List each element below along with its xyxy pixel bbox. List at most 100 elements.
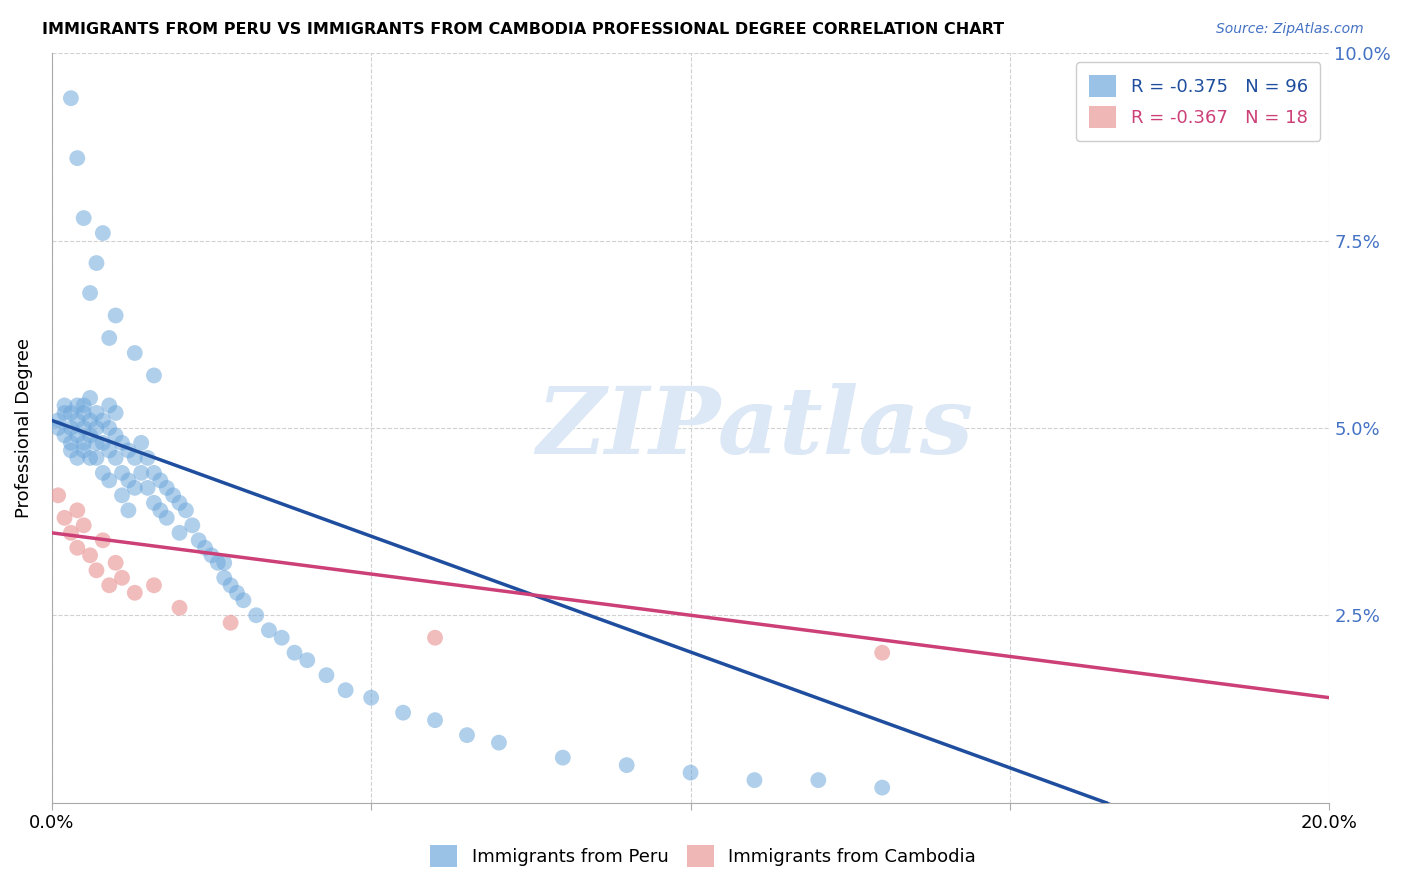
Point bbox=[270, 631, 292, 645]
Y-axis label: Professional Degree: Professional Degree bbox=[15, 338, 32, 518]
Point bbox=[174, 503, 197, 517]
Point bbox=[111, 466, 134, 480]
Point bbox=[124, 450, 146, 465]
Point bbox=[360, 690, 382, 705]
Point bbox=[66, 503, 89, 517]
Point bbox=[111, 488, 134, 502]
Point bbox=[149, 474, 172, 488]
Point bbox=[86, 436, 108, 450]
Point bbox=[156, 511, 179, 525]
Point bbox=[187, 533, 209, 548]
Point bbox=[111, 571, 134, 585]
Point bbox=[207, 556, 229, 570]
Point bbox=[245, 608, 267, 623]
Point bbox=[59, 443, 82, 458]
Point bbox=[86, 450, 108, 465]
Point bbox=[169, 525, 191, 540]
Point bbox=[66, 541, 89, 555]
Point bbox=[315, 668, 337, 682]
Point bbox=[212, 556, 235, 570]
Legend: Immigrants from Peru, Immigrants from Cambodia: Immigrants from Peru, Immigrants from Ca… bbox=[423, 838, 983, 874]
Point bbox=[98, 421, 121, 435]
Point bbox=[73, 406, 96, 420]
Point bbox=[870, 646, 893, 660]
Point bbox=[226, 586, 249, 600]
Point bbox=[117, 503, 139, 517]
Point bbox=[392, 706, 415, 720]
Point bbox=[98, 331, 121, 345]
Point bbox=[66, 450, 89, 465]
Point bbox=[104, 428, 127, 442]
Point bbox=[46, 488, 69, 502]
Point bbox=[283, 646, 305, 660]
Point bbox=[423, 631, 446, 645]
Point bbox=[79, 285, 101, 300]
Point bbox=[616, 758, 638, 772]
Point bbox=[73, 518, 96, 533]
Point bbox=[59, 525, 82, 540]
Point bbox=[53, 428, 76, 442]
Point bbox=[73, 443, 96, 458]
Point bbox=[124, 346, 146, 360]
Point bbox=[98, 578, 121, 592]
Point bbox=[194, 541, 217, 555]
Point bbox=[297, 653, 319, 667]
Point bbox=[59, 91, 82, 105]
Point bbox=[98, 399, 121, 413]
Point bbox=[46, 413, 69, 427]
Text: ZIPatlas: ZIPatlas bbox=[536, 383, 973, 473]
Point bbox=[86, 563, 108, 577]
Point bbox=[124, 481, 146, 495]
Text: IMMIGRANTS FROM PERU VS IMMIGRANTS FROM CAMBODIA PROFESSIONAL DEGREE CORRELATION: IMMIGRANTS FROM PERU VS IMMIGRANTS FROM … bbox=[42, 22, 1004, 37]
Point bbox=[143, 496, 166, 510]
Point bbox=[53, 399, 76, 413]
Point bbox=[59, 421, 82, 435]
Point bbox=[46, 421, 69, 435]
Point bbox=[79, 391, 101, 405]
Point bbox=[59, 436, 82, 450]
Point bbox=[79, 413, 101, 427]
Text: Source: ZipAtlas.com: Source: ZipAtlas.com bbox=[1216, 22, 1364, 37]
Point bbox=[551, 750, 574, 764]
Point bbox=[488, 736, 510, 750]
Point bbox=[104, 309, 127, 323]
Point bbox=[98, 474, 121, 488]
Point bbox=[59, 406, 82, 420]
Point bbox=[79, 450, 101, 465]
Point bbox=[219, 615, 242, 630]
Point bbox=[117, 474, 139, 488]
Point bbox=[86, 256, 108, 270]
Point bbox=[257, 624, 280, 638]
Point bbox=[104, 556, 127, 570]
Point bbox=[136, 450, 159, 465]
Point bbox=[169, 496, 191, 510]
Point bbox=[156, 481, 179, 495]
Point bbox=[744, 773, 766, 788]
Point bbox=[104, 450, 127, 465]
Point bbox=[53, 406, 76, 420]
Point bbox=[423, 713, 446, 727]
Point bbox=[91, 226, 114, 240]
Point bbox=[169, 600, 191, 615]
Point bbox=[232, 593, 254, 607]
Point bbox=[149, 503, 172, 517]
Point bbox=[73, 399, 96, 413]
Point bbox=[807, 773, 830, 788]
Point bbox=[124, 586, 146, 600]
Point bbox=[91, 533, 114, 548]
Point bbox=[335, 683, 357, 698]
Point bbox=[86, 421, 108, 435]
Point bbox=[66, 151, 89, 165]
Point bbox=[679, 765, 702, 780]
Point bbox=[117, 443, 139, 458]
Point bbox=[73, 211, 96, 225]
Point bbox=[136, 481, 159, 495]
Point bbox=[456, 728, 478, 742]
Point bbox=[143, 466, 166, 480]
Point bbox=[219, 578, 242, 592]
Point bbox=[162, 488, 184, 502]
Point bbox=[143, 368, 166, 383]
Point bbox=[111, 436, 134, 450]
Point bbox=[66, 399, 89, 413]
Point bbox=[79, 428, 101, 442]
